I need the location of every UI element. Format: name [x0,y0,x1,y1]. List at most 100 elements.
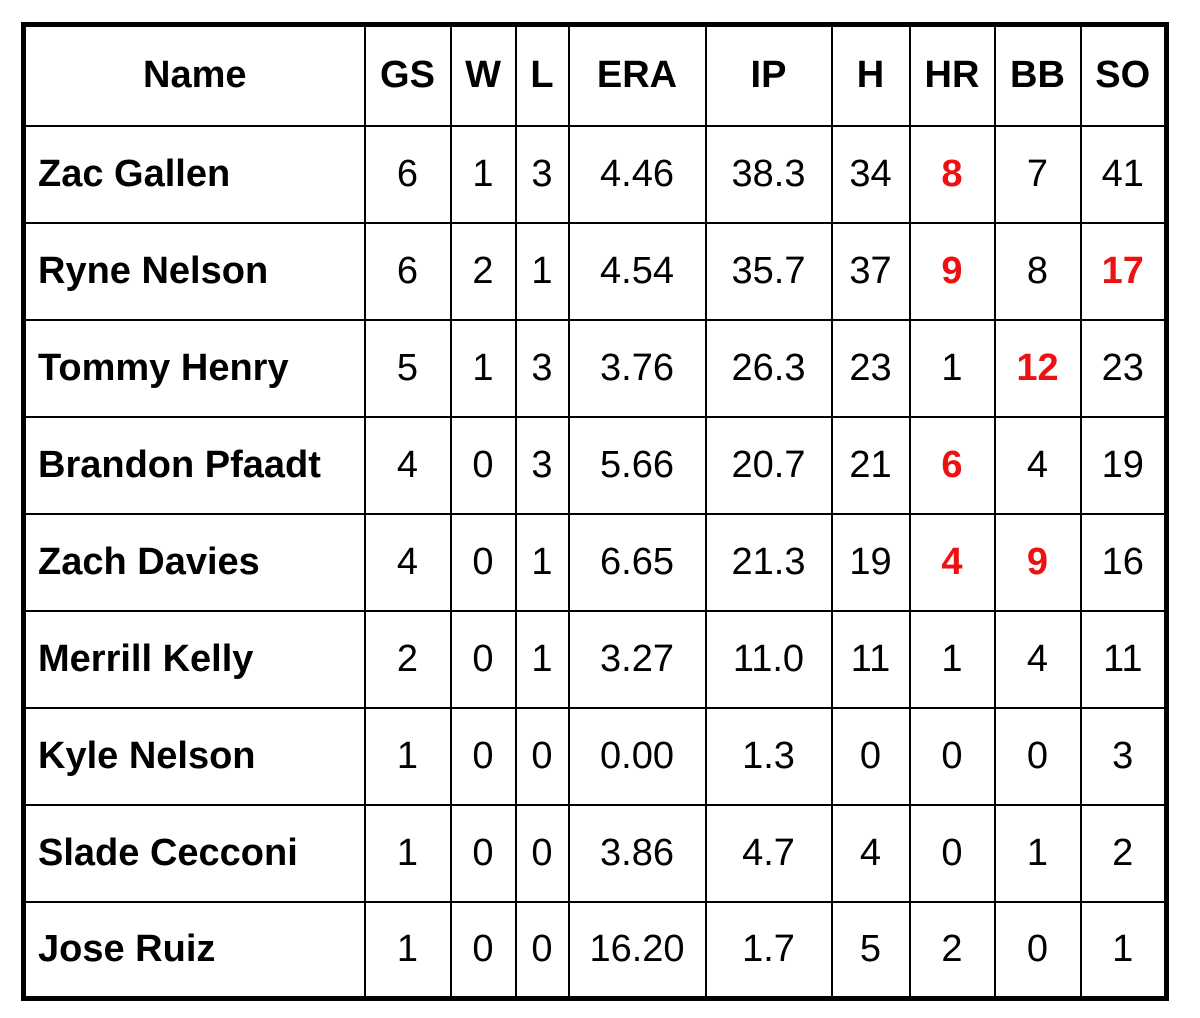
stat-cell-h: 5 [830,900,911,1000]
stat-cell-h: 21 [830,415,911,515]
stat-cell-w: 1 [449,124,517,224]
stat-cell-w: 0 [449,900,517,1000]
stat-cell-so: 2 [1079,803,1168,903]
stat-cell-w: 0 [449,706,517,806]
column-header-era: ERA [567,23,707,127]
column-header-gs: GS [363,23,452,127]
stat-cell-era: 6.65 [567,512,707,612]
stat-cell-so: 1 [1079,900,1168,1000]
stat-cell-w: 0 [449,609,517,709]
stat-cell-hr: 8 [908,124,996,224]
table-body: Zac Gallen 6 1 3 4.46 38.3 34 8 7 41 Ryne Nelson 6 2… [22,124,1168,1000]
stat-cell-era: 3.86 [567,803,707,903]
table-header: Name GS W L ERA IP H HR BB SO [22,23,1168,127]
stat-cell-ip: 11.0 [704,609,833,709]
stat-cell-h: 4 [830,803,911,903]
stat-cell-gs: 5 [363,318,452,418]
stat-cell-w: 0 [449,415,517,515]
table-row: Zach Davies 4 0 1 6.65 21.3 19 4 9 16 [22,512,1168,612]
stat-cell-era: 4.46 [567,124,707,224]
stat-cell-hr: 4 [908,512,996,612]
stat-cell-bb: 0 [993,706,1082,806]
stat-cell-ip: 21.3 [704,512,833,612]
stat-cell-ip: 20.7 [704,415,833,515]
player-name-cell: Zac Gallen [22,124,366,224]
stat-cell-h: 23 [830,318,911,418]
stat-cell-era: 3.76 [567,318,707,418]
stat-cell-l: 3 [514,124,570,224]
player-name-cell: Zach Davies [22,512,366,612]
stat-cell-hr: 1 [908,609,996,709]
column-header-l: L [514,23,570,127]
stat-cell-w: 1 [449,318,517,418]
stat-cell-hr: 0 [908,803,996,903]
stat-cell-gs: 6 [363,221,452,321]
stat-cell-era: 4.54 [567,221,707,321]
column-header-hr: HR [908,23,996,127]
table-row: Zac Gallen 6 1 3 4.46 38.3 34 8 7 41 [22,124,1168,224]
stat-cell-era: 0.00 [567,706,707,806]
stat-cell-h: 11 [830,609,911,709]
stat-cell-ip: 26.3 [704,318,833,418]
stat-cell-gs: 4 [363,512,452,612]
stat-cell-w: 2 [449,221,517,321]
stat-cell-h: 37 [830,221,911,321]
stat-cell-so: 17 [1079,221,1168,321]
stat-cell-so: 19 [1079,415,1168,515]
stat-cell-w: 0 [449,803,517,903]
stat-cell-era: 5.66 [567,415,707,515]
stat-cell-hr: 1 [908,318,996,418]
table-row: Brandon Pfaadt 4 0 3 5.66 20.7 21 6 4 19 [22,415,1168,515]
stat-cell-l: 3 [514,415,570,515]
stat-cell-gs: 1 [363,706,452,806]
stat-cell-l: 0 [514,706,570,806]
player-name-cell: Kyle Nelson [22,706,366,806]
stat-cell-l: 1 [514,512,570,612]
player-name-cell: Brandon Pfaadt [22,415,366,515]
stat-cell-so: 16 [1079,512,1168,612]
table-row: Tommy Henry 5 1 3 3.76 26.3 23 1 12 23 [22,318,1168,418]
stat-cell-bb: 12 [993,318,1082,418]
header-row: Name GS W L ERA IP H HR BB SO [22,23,1168,127]
column-header-so: SO [1079,23,1168,127]
stat-cell-hr: 0 [908,706,996,806]
stat-cell-gs: 4 [363,415,452,515]
stat-cell-l: 1 [514,221,570,321]
stat-cell-l: 0 [514,900,570,1000]
stat-cell-l: 1 [514,609,570,709]
stat-cell-hr: 9 [908,221,996,321]
stat-cell-gs: 1 [363,900,452,1000]
stat-cell-ip: 4.7 [704,803,833,903]
player-name-cell: Slade Cecconi [22,803,366,903]
player-name-cell: Jose Ruiz [22,900,366,1000]
stat-cell-era: 16.20 [567,900,707,1000]
stat-cell-ip: 1.3 [704,706,833,806]
stat-cell-h: 34 [830,124,911,224]
column-header-name: Name [22,23,366,127]
stat-cell-era: 3.27 [567,609,707,709]
table-row: Kyle Nelson 1 0 0 0.00 1.3 0 0 0 3 [22,706,1168,806]
player-name-cell: Merrill Kelly [22,609,366,709]
stat-cell-gs: 2 [363,609,452,709]
stat-cell-bb: 9 [993,512,1082,612]
stat-cell-bb: 4 [993,415,1082,515]
player-name-cell: Ryne Nelson [22,221,366,321]
column-header-bb: BB [993,23,1082,127]
stat-cell-gs: 6 [363,124,452,224]
stat-cell-bb: 7 [993,124,1082,224]
stat-cell-ip: 35.7 [704,221,833,321]
pitching-stats-table: Name GS W L ERA IP H HR BB SO Zac Gallen… [21,22,1169,1001]
column-header-h: H [830,23,911,127]
stat-cell-so: 3 [1079,706,1168,806]
stat-cell-ip: 1.7 [704,900,833,1000]
stat-cell-so: 41 [1079,124,1168,224]
stat-cell-gs: 1 [363,803,452,903]
stat-cell-l: 3 [514,318,570,418]
table-row: Jose Ruiz 1 0 0 16.20 1.7 5 2 0 1 [22,900,1168,1000]
table-row: Merrill Kelly 2 0 1 3.27 11.0 11 1 4 11 [22,609,1168,709]
player-name-cell: Tommy Henry [22,318,366,418]
stat-cell-hr: 2 [908,900,996,1000]
stat-cell-bb: 1 [993,803,1082,903]
stat-cell-so: 11 [1079,609,1168,709]
stat-cell-hr: 6 [908,415,996,515]
